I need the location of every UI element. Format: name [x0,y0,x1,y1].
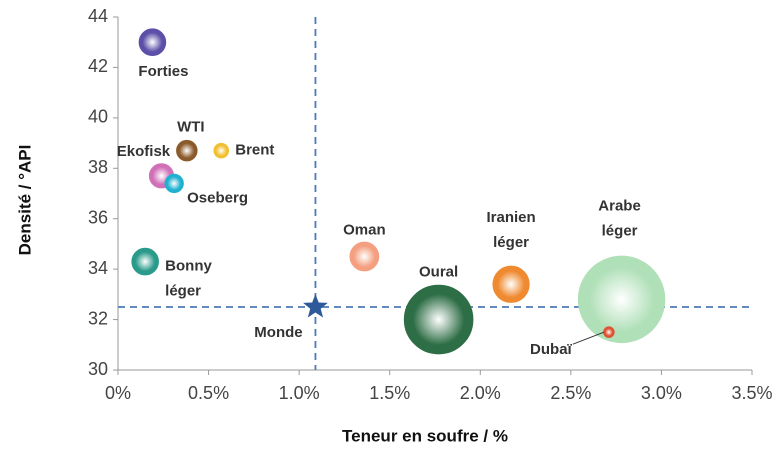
y-tick-label: 36 [88,207,108,227]
bubble [213,142,230,159]
y-tick-label: 38 [88,157,108,177]
x-tick-label: 3.0% [641,383,682,403]
bubble [603,326,615,338]
bubble [131,247,159,276]
bubble [349,241,380,272]
bubble-label: léger [602,222,638,239]
leader-line [572,331,605,345]
x-tick-label: 2.5% [550,383,591,403]
bubble-label: Forties [138,63,188,80]
bubble-label: léger [493,234,529,251]
x-tick-label: 0.5% [188,383,229,403]
bubble [164,173,184,194]
bubble-label: Oman [343,222,386,239]
y-tick-label: 42 [88,56,108,76]
bubble-label: léger [165,283,201,300]
bubble-label: Oseberg [187,189,248,206]
y-tick-label: 34 [88,258,108,278]
y-axis-title: Densité / °API [15,145,34,256]
bubble [492,265,530,303]
y-tick-label: 32 [88,308,108,328]
bubble [403,284,474,355]
x-tick-label: 1.5% [369,383,410,403]
bubble-label: Ekofisk [117,143,171,160]
bubble-label: Iranien [486,209,535,226]
bubble-label: Arabe [598,197,641,214]
x-tick-label: 3.5% [731,383,772,403]
y-tick-label: 40 [88,107,108,127]
bubble [577,255,666,344]
reference-star [303,294,328,318]
bubble-label: Dubaï [530,341,573,358]
x-tick-label: 0% [105,383,131,403]
x-tick-label: 2.0% [460,383,501,403]
bubble [138,28,167,56]
reference-label: Monde [254,324,302,341]
bubble-label: Brent [235,142,274,159]
y-tick-label: 44 [88,6,108,26]
y-tick-label: 30 [88,359,108,379]
bubble-label: WTI [177,119,205,136]
bubble-label: Oural [419,264,458,281]
x-axis-title: Teneur en soufre / % [342,426,508,445]
bubble-label: Bonny [165,258,212,275]
bubble [176,139,198,162]
x-tick-label: 1.0% [279,383,320,403]
